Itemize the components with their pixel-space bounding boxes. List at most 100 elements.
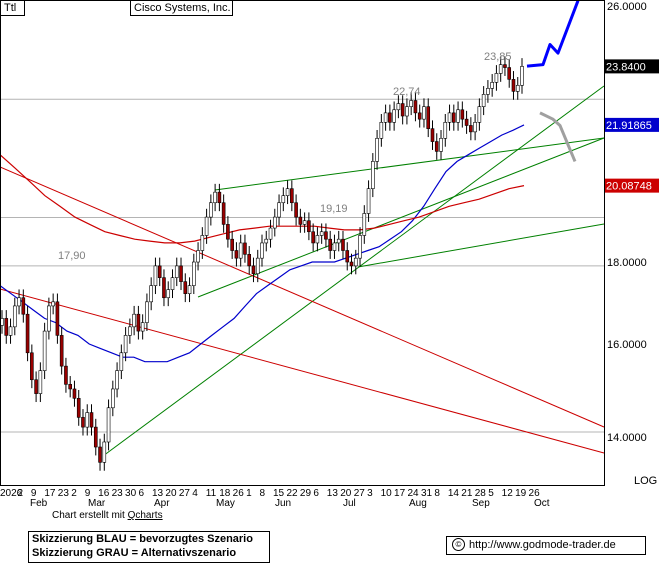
x-month-label-4: Jun bbox=[275, 498, 291, 509]
x-month-label-6: Aug bbox=[409, 498, 427, 509]
candle-body-17 bbox=[72, 388, 77, 399]
price-label-1: 19,19 bbox=[320, 203, 348, 215]
candle-body-98 bbox=[417, 112, 422, 120]
legend-line-grey: Skizzierung GRAU = Alternativszenario bbox=[32, 547, 237, 559]
candle-body-91 bbox=[388, 112, 392, 123]
candle-body-48 bbox=[204, 216, 209, 236]
price-tag-text-1: 21.91865 bbox=[606, 120, 652, 132]
candle-body-94 bbox=[400, 103, 405, 117]
candle-body-115 bbox=[490, 82, 494, 89]
candle-body-45 bbox=[192, 261, 196, 286]
candle-body-11 bbox=[47, 305, 51, 332]
x-day-tick-12: 20 bbox=[165, 488, 177, 499]
candle-body-93 bbox=[396, 103, 401, 111]
candle-body-80 bbox=[341, 238, 345, 251]
ma-long-line bbox=[0, 154, 525, 244]
green-trendline-1 bbox=[197, 137, 605, 298]
candle-body-89 bbox=[379, 122, 384, 139]
candle-body-61 bbox=[260, 242, 264, 259]
candle-body-32 bbox=[136, 313, 141, 332]
candle-body-56 bbox=[238, 242, 243, 259]
company-title: Cisco Systems, Inc. bbox=[134, 2, 231, 14]
x-day-tick-18: 1 bbox=[246, 488, 252, 499]
candle-body-50 bbox=[213, 191, 217, 204]
blue-scenario-path bbox=[526, 0, 580, 68]
candle-body-12 bbox=[51, 301, 55, 307]
x-day-tick-28: 10 bbox=[381, 488, 393, 499]
y-tick-label-1: 16.0000 bbox=[607, 339, 647, 351]
x-day-tick-0: 2026 bbox=[0, 488, 23, 499]
candle-body-73 bbox=[311, 231, 315, 244]
candle-body-97 bbox=[413, 100, 418, 114]
x-day-tick-35: 28 bbox=[475, 488, 487, 499]
candle-body-26 bbox=[111, 388, 115, 409]
x-day-tick-17: 26 bbox=[233, 488, 245, 499]
candle-body-21 bbox=[89, 412, 94, 428]
x-day-tick-29: 17 bbox=[394, 488, 406, 499]
candle-body-18 bbox=[76, 398, 81, 418]
candle-body-68 bbox=[290, 188, 294, 204]
x-day-tick-2: 9 bbox=[31, 488, 37, 499]
candle-body-52 bbox=[221, 202, 226, 225]
credit-tool-link[interactable]: Qcharts bbox=[127, 510, 163, 521]
candle-body-27 bbox=[115, 370, 119, 390]
candle-body-82 bbox=[349, 261, 354, 267]
x-day-tick-1: 2 bbox=[17, 488, 23, 499]
candle-body-3 bbox=[12, 305, 17, 328]
candle-body-40 bbox=[170, 277, 175, 290]
candle-body-111 bbox=[473, 122, 477, 133]
price-label-2: 22,74 bbox=[393, 86, 421, 98]
candle-body-28 bbox=[119, 352, 124, 371]
x-day-tick-14: 4 bbox=[192, 488, 198, 499]
candle-body-33 bbox=[140, 322, 145, 332]
x-day-tick-19: 8 bbox=[260, 488, 266, 499]
x-day-tick-27: 3 bbox=[367, 488, 373, 499]
candle-body-119 bbox=[507, 67, 512, 80]
candle-body-72 bbox=[307, 220, 311, 233]
candle-body-6 bbox=[25, 313, 30, 354]
x-day-tick-3: 17 bbox=[44, 488, 56, 499]
copyright-icon: © bbox=[452, 537, 465, 551]
y-tick-label-3: 26.0000 bbox=[607, 1, 647, 13]
candle-body-42 bbox=[179, 265, 183, 282]
candle-body-8 bbox=[34, 379, 38, 394]
x-day-tick-32: 8 bbox=[434, 488, 440, 499]
x-day-tick-36: 5 bbox=[488, 488, 494, 499]
candle-body-84 bbox=[358, 235, 362, 259]
candle-body-29 bbox=[123, 335, 128, 354]
price-tag-bg-0 bbox=[604, 59, 659, 74]
candle-body-75 bbox=[319, 231, 324, 236]
candle-body-66 bbox=[281, 195, 286, 204]
x-day-tick-5: 2 bbox=[71, 488, 77, 499]
x-day-tick-37: 12 bbox=[502, 488, 514, 499]
candle-body-88 bbox=[375, 138, 379, 162]
candle-body-2 bbox=[8, 326, 13, 336]
candle-body-110 bbox=[469, 125, 473, 133]
candle-body-114 bbox=[486, 88, 490, 95]
candle-body-81 bbox=[345, 250, 350, 263]
source-url[interactable]: http://www.godmode-trader.de bbox=[469, 539, 616, 551]
candle-body-23 bbox=[98, 446, 102, 463]
candle-body-78 bbox=[332, 242, 337, 251]
green-trendline-2 bbox=[214, 137, 605, 191]
price-tag-text-0: 23.8400 bbox=[606, 61, 646, 73]
price-label-0: 17,90 bbox=[58, 250, 86, 262]
candle-body-44 bbox=[187, 285, 192, 294]
legend-line-blue: Skizzierung BLAU = bevorzugtes Szenario bbox=[32, 533, 253, 545]
candle-body-106 bbox=[452, 112, 456, 123]
candle-body-64 bbox=[272, 216, 277, 229]
symbol-code: Ttl bbox=[4, 2, 17, 14]
candle-body-35 bbox=[149, 285, 153, 303]
candle-body-14 bbox=[59, 335, 64, 367]
candle-body-49 bbox=[209, 202, 213, 218]
green-trendline-0 bbox=[102, 85, 605, 457]
ma-short-line bbox=[0, 124, 525, 363]
x-month-label-5: Jul bbox=[343, 498, 356, 509]
candle-body-22 bbox=[93, 426, 98, 448]
price-tag-text-2: 20.08748 bbox=[606, 181, 652, 193]
x-month-label-7: Sep bbox=[472, 498, 490, 509]
candle-body-100 bbox=[426, 106, 431, 129]
candle-body-90 bbox=[383, 112, 388, 123]
candle-body-59 bbox=[251, 265, 256, 275]
candle-body-37 bbox=[157, 265, 162, 278]
